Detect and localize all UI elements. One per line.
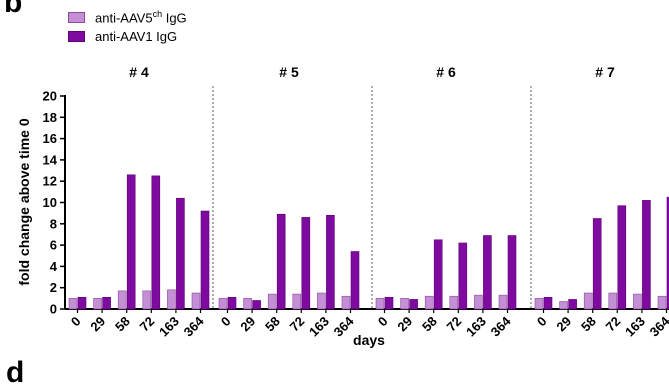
bar-aav5 <box>608 292 618 310</box>
y-tick-label: 0 <box>50 302 57 317</box>
bar-aav5 <box>474 294 483 310</box>
y-tick-label: 10 <box>43 195 57 210</box>
x-tick-label: 0 <box>534 314 550 330</box>
x-tick-label: 0 <box>375 314 391 330</box>
bar-aav5 <box>534 298 544 310</box>
bar-aav1 <box>384 296 394 310</box>
bar-aav1 <box>568 299 577 310</box>
x-tick-label: 58 <box>262 314 283 335</box>
x-tick-label: 364 <box>647 313 669 339</box>
bar-aav1 <box>592 218 602 310</box>
bar-aav1 <box>102 296 111 310</box>
y-tick-label: 20 <box>43 89 57 104</box>
panel-letter-b: b <box>4 0 23 19</box>
x-tick-label: 29 <box>237 314 258 335</box>
x-tick-label: 58 <box>112 314 133 335</box>
x-tick-label: 364 <box>488 313 514 339</box>
y-tick-label: 8 <box>50 216 57 231</box>
bar-aav1 <box>227 296 237 310</box>
bar-aav5 <box>93 298 102 310</box>
bar-aav1 <box>252 300 261 310</box>
bar-aav1 <box>642 200 651 310</box>
panel-title: # 5 <box>279 64 299 80</box>
bar-aav1 <box>666 196 669 310</box>
bar-aav5 <box>657 295 667 310</box>
bar-aav1 <box>483 235 492 310</box>
legend-item-aav1: anti-AAV1 IgG <box>68 27 187 46</box>
bar-aav5 <box>117 290 127 310</box>
bar-aav1 <box>126 174 136 310</box>
bar-aav1 <box>458 242 468 310</box>
x-tick-label: 29 <box>553 314 574 335</box>
panel-title: # 6 <box>436 64 456 80</box>
x-tick-label: 163 <box>622 314 648 340</box>
x-tick-label: 58 <box>578 314 599 335</box>
bar-aav5 <box>559 301 568 310</box>
x-tick-label: 163 <box>156 314 182 340</box>
x-tick-label: 163 <box>306 314 332 340</box>
y-axis-label: fold change above time 0 <box>16 118 32 285</box>
bar-aav5 <box>341 295 351 310</box>
bar-aav1 <box>176 197 185 310</box>
x-tick-label: 0 <box>218 314 234 330</box>
x-axis-label: days <box>353 332 385 348</box>
bar-aav5 <box>375 298 385 310</box>
bar-aav5 <box>267 293 277 310</box>
y-tick-label: 2 <box>50 280 57 295</box>
y-tick-label: 18 <box>43 110 57 125</box>
legend-label-aav1: anti-AAV1 IgG <box>95 29 178 44</box>
bar-aav5 <box>68 298 78 310</box>
bar-aav5 <box>243 298 252 310</box>
bar-chart: 0 2 4 6 8 10 12 14 16 18 20 fold change above time … <box>16 64 669 348</box>
legend-item-aav5: anti-AAV5ch IgG <box>68 8 187 27</box>
bar-aav5 <box>583 292 593 310</box>
panel-title: # 4 <box>129 64 149 80</box>
bar-aav1 <box>200 210 210 310</box>
bar-aav1 <box>617 205 627 310</box>
legend-label-aav5: anti-AAV5ch IgG <box>95 9 187 26</box>
bar-aav5 <box>449 295 459 310</box>
bar-aav5 <box>317 292 326 310</box>
bar-aav1 <box>77 296 87 310</box>
bar-aav1 <box>151 175 161 310</box>
x-tick-label: 72 <box>137 314 158 335</box>
bar-aav1 <box>350 251 360 310</box>
x-tick-label: 29 <box>87 314 108 335</box>
y-tick-label: 4 <box>50 259 58 274</box>
bar-aav5 <box>424 295 434 310</box>
panel-title: # 7 <box>595 64 615 80</box>
bar-aav1 <box>409 299 418 310</box>
bar-aav5 <box>191 292 201 310</box>
y-tick-label: 16 <box>43 131 57 146</box>
x-tick-label: 58 <box>419 314 440 335</box>
bar-aav1 <box>301 217 311 310</box>
bar-aav5 <box>142 290 152 310</box>
y-tick-label: 14 <box>43 152 58 167</box>
bar-aav1 <box>507 235 517 310</box>
panel-letter-d: d <box>6 356 25 389</box>
x-tick-label: 72 <box>603 314 624 335</box>
bar-aav1 <box>543 296 553 310</box>
bar-aav1 <box>276 213 286 310</box>
bar-aav1 <box>433 239 443 310</box>
x-tick-label: 364 <box>181 313 207 339</box>
x-tick-label: 0 <box>68 314 84 330</box>
legend-swatch-aav1 <box>68 31 85 42</box>
y-tick-label: 12 <box>43 174 57 189</box>
bar-aav5 <box>633 293 642 310</box>
bar-aav5 <box>292 293 302 310</box>
x-tick-label: 29 <box>394 314 415 335</box>
bar-aav5 <box>218 298 228 310</box>
bar-aav5 <box>400 298 409 310</box>
bar-aav5 <box>498 294 508 310</box>
legend-swatch-aav5 <box>68 12 85 23</box>
y-tick-label: 6 <box>50 238 57 253</box>
legend: anti-AAV5ch IgG anti-AAV1 IgG <box>68 8 187 46</box>
x-tick-label: 72 <box>287 314 308 335</box>
bar-aav5 <box>167 289 176 310</box>
bar-aav1 <box>326 214 335 310</box>
x-tick-label: 72 <box>444 314 465 335</box>
x-tick-label: 163 <box>463 314 489 340</box>
